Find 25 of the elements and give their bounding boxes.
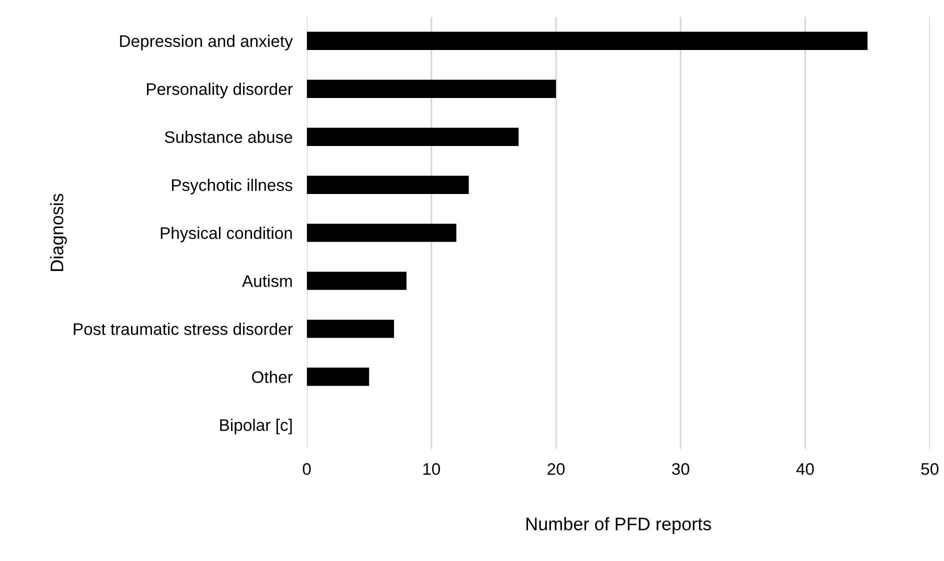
y-tick-label: Personality disorder [146, 82, 293, 98]
y-tick-label: Other [252, 370, 293, 384]
y-tick-label: Post traumatic stress disorder [74, 322, 293, 336]
y-tick-label: Physical condition [160, 226, 292, 242]
y-axis-title: Diagnosis [50, 194, 67, 271]
bar [306, 224, 456, 242]
x-tick-label: 10 [423, 463, 440, 475]
x-tick-label: 20 [548, 463, 565, 475]
y-tick-label: Autism [242, 274, 292, 288]
x-tick-label: 30 [672, 463, 690, 475]
y-tick-label: Bipolar [c] [220, 418, 292, 434]
bar [306, 32, 868, 50]
y-tick-label: Depression and anxiety [120, 34, 293, 50]
bar [306, 80, 556, 98]
y-tick-label: Substance abuse [164, 130, 292, 144]
x-tick-label: 0 [302, 463, 311, 475]
bar [306, 272, 406, 290]
bar [306, 176, 469, 194]
bar [306, 320, 394, 338]
x-axis-title: Number of PFD reports [526, 517, 711, 534]
x-tick-label: 50 [921, 463, 938, 475]
bar [306, 128, 519, 146]
bar [306, 368, 370, 386]
y-tick-label: Psychotic illness [172, 178, 292, 194]
x-tick-label: 40 [796, 463, 814, 475]
